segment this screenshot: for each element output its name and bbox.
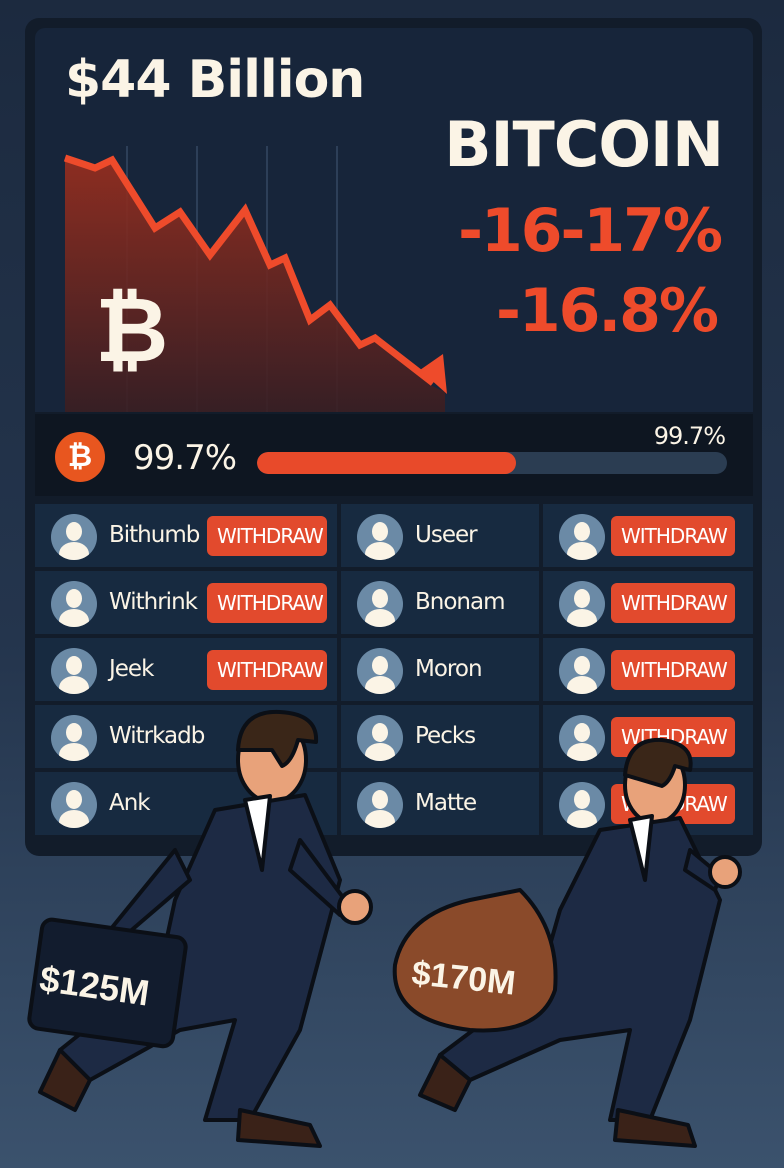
- user-name: Moron: [415, 656, 483, 682]
- user-avatar-icon: [559, 715, 605, 761]
- price-chart: [63, 146, 447, 412]
- user-avatar-icon: [357, 715, 403, 761]
- chart-area-fill: [65, 158, 445, 412]
- user-name: Pecks: [415, 723, 476, 749]
- user-avatar-icon: [559, 514, 605, 560]
- user-name: Jeek: [109, 656, 154, 682]
- user-cell: Useer: [341, 504, 539, 567]
- user-name: Useer: [415, 522, 478, 548]
- withdraw-button[interactable]: WITHDRAW: [611, 583, 735, 623]
- progress-row: ₿ 99.7% 99.7%: [35, 414, 753, 496]
- headline-amount: $44 Billion: [65, 50, 365, 110]
- user-avatar-icon: [357, 581, 403, 627]
- bitcoin-symbol-icon: ₿: [95, 278, 169, 383]
- user-cell: WITHDRAW: [543, 571, 753, 634]
- user-cell: Moron: [341, 638, 539, 701]
- progress-label: 99.7%: [133, 438, 237, 478]
- change-range: -16-17%: [458, 196, 723, 266]
- table-row: Jeek WITHDRAW Moron WITHDRAW: [35, 638, 753, 705]
- coin-title: BITCOIN: [444, 108, 724, 181]
- user-avatar-icon: [51, 648, 97, 694]
- user-cell: Matte: [341, 772, 539, 835]
- withdraw-button[interactable]: WITHDRAW: [611, 516, 735, 556]
- progress-bar: [257, 452, 727, 474]
- fleeing-executives-illustration: $125M $170M: [27, 709, 742, 1148]
- user-name: Ank: [109, 790, 151, 816]
- withdraw-button[interactable]: WITHDRAW: [207, 583, 327, 623]
- bitcoin-badge-icon: ₿: [55, 432, 105, 482]
- user-name: Withrink: [109, 589, 198, 615]
- change-exact: -16.8%: [495, 276, 719, 346]
- user-cell: Withrink WITHDRAW: [35, 571, 337, 634]
- user-cell: Bithumb WITHDRAW: [35, 504, 337, 567]
- table-row: Withrink WITHDRAW Bnonam WITHDRAW: [35, 571, 753, 638]
- withdraw-button[interactable]: WITHDRAW: [611, 650, 735, 690]
- user-name: Matte: [415, 790, 477, 816]
- user-avatar-icon: [559, 648, 605, 694]
- user-avatar-icon: [357, 648, 403, 694]
- man-left: [27, 709, 373, 1148]
- user-name: Witrkadb: [109, 723, 205, 749]
- user-cell: WITHDRAW: [543, 504, 753, 567]
- user-grid: Bithumb WITHDRAW Useer WITHDRAW Withrink WITH…: [35, 504, 753, 839]
- user-name: Bnonam: [415, 589, 506, 615]
- price-chart-area: ₿ $44 Billion BITCOIN -16-17% -16.8%: [35, 28, 753, 412]
- user-avatar-icon: [51, 782, 97, 828]
- progress-fill: [257, 452, 516, 474]
- user-cell: WITHDRAW: [543, 705, 753, 768]
- user-cell: Pecks: [341, 705, 539, 768]
- user-cell: WITHDRAW: [543, 638, 753, 701]
- user-avatar-icon: [51, 581, 97, 627]
- arrow-head-icon: [420, 354, 447, 394]
- chart-line: [63, 154, 436, 386]
- user-avatar-icon: [357, 514, 403, 560]
- table-row: Bithumb WITHDRAW Useer WITHDRAW: [35, 504, 753, 571]
- user-name: Bithumb: [109, 522, 200, 548]
- user-avatar-icon: [559, 782, 605, 828]
- user-avatar-icon: [51, 715, 97, 761]
- user-avatar-icon: [51, 514, 97, 560]
- progress-top-label: 99.7%: [653, 422, 726, 450]
- withdraw-button[interactable]: WITHDRAW: [207, 516, 327, 556]
- man-right: [392, 737, 742, 1148]
- withdraw-button[interactable]: WITHDRAW: [207, 650, 327, 690]
- table-row: Witrkadb Pecks WITHDRAW: [35, 705, 753, 772]
- user-cell: Bnonam: [341, 571, 539, 634]
- user-avatar-icon: [357, 782, 403, 828]
- user-cell: Jeek WITHDRAW: [35, 638, 337, 701]
- user-avatar-icon: [559, 581, 605, 627]
